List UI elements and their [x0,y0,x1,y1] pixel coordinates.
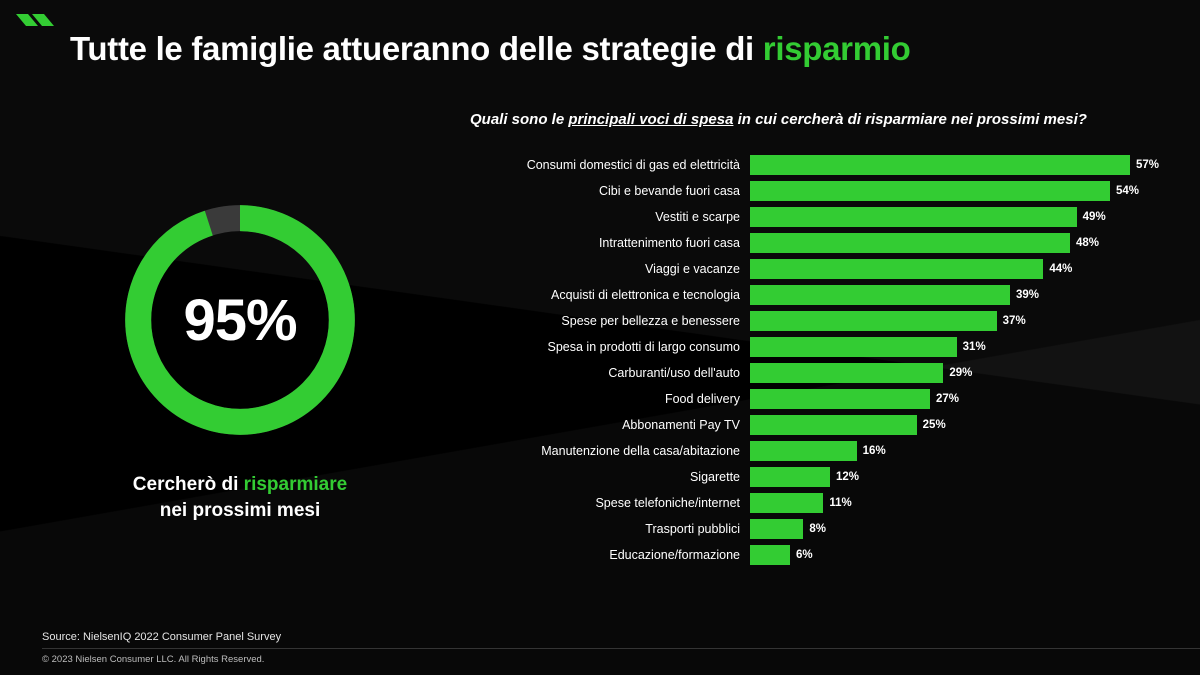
bar-chart: Consumi domestici di gas ed elettricitàC… [470,152,1170,568]
bar-value: 49% [1083,207,1106,227]
bar-value: 31% [963,337,986,357]
bar: 31% [750,337,957,357]
bar-value: 16% [863,441,886,461]
copyright-text: © 2023 Nielsen Consumer LLC. All Rights … [42,654,264,665]
bar: 39% [750,285,1010,305]
bar-value: 44% [1049,259,1072,279]
slide-title: Tutte le famiglie attueranno delle strat… [70,30,1140,68]
bar-value: 37% [1003,311,1026,331]
bar-label: Vestiti e scarpe [470,204,740,230]
donut-caption-line2: nei prossimi mesi [160,500,321,521]
bar-label: Intrattenimento fuori casa [470,230,740,256]
bar-label: Carburanti/uso dell'auto [470,360,740,386]
bar-value: 8% [809,519,826,539]
bar: 49% [750,207,1077,227]
bar-label: Spese per bellezza e benessere [470,308,740,334]
bar-value: 57% [1136,155,1159,175]
bar: 29% [750,363,943,383]
donut-value: 95% [110,190,370,450]
bar-value: 29% [949,363,972,383]
bar-value: 54% [1116,181,1139,201]
bar-label: Acquisti di elettronica e tecnologia [470,282,740,308]
question-prefix: Quali sono le [470,111,568,128]
bar-label: Manutenzione della casa/abitazione [470,438,740,464]
bar: 12% [750,467,830,487]
bar-value: 48% [1076,233,1099,253]
title-prefix: Tutte le famiglie attueranno delle strat… [70,30,763,67]
bar-label: Spese telefoniche/internet [470,490,740,516]
bar-chart-section: Quali sono le principali voci di spesa i… [470,110,1170,568]
bar-label: Trasporti pubblici [470,516,740,542]
question-suffix: in cui cercherà di risparmiare nei pross… [733,111,1086,128]
bar: 57% [750,155,1130,175]
bar-label: Abbonamenti Pay TV [470,412,740,438]
donut-chart: 95% [110,190,370,450]
bar: 27% [750,389,930,409]
brand-logo [16,14,56,54]
bar: 54% [750,181,1110,201]
bar-label: Food delivery [470,386,740,412]
bar-value: 27% [936,389,959,409]
bar-value: 12% [836,467,859,487]
bar: 11% [750,493,823,513]
bar-value: 39% [1016,285,1039,305]
bar-canvas: 57%54%49%48%44%39%37%31%29%27%25%16%12%1… [750,152,1170,568]
bar: 37% [750,311,997,331]
bar-label: Sigarette [470,464,740,490]
source-text: Source: NielsenIQ 2022 Consumer Panel Su… [42,631,281,643]
bar-value: 11% [829,493,851,513]
donut-caption-prefix: Cercherò di [133,474,244,495]
question-underlined: principali voci di spesa [568,111,733,128]
bar: 16% [750,441,857,461]
bar: 8% [750,519,803,539]
title-accent: risparmio [763,30,911,67]
bar-label: Viaggi e vacanze [470,256,740,282]
bar: 25% [750,415,917,435]
donut-caption: Cercherò di risparmiare nei prossimi mes… [60,472,420,523]
donut-section: 95% Cercherò di risparmiare nei prossimi… [60,150,420,523]
bar-labels: Consumi domestici di gas ed elettricitàC… [470,152,750,568]
bar: 44% [750,259,1043,279]
bar-value: 6% [796,545,813,565]
bar-label: Educazione/formazione [470,542,740,568]
bar: 6% [750,545,790,565]
chart-question: Quali sono le principali voci di spesa i… [470,110,1170,130]
donut-caption-accent: risparmiare [244,474,348,495]
bar: 48% [750,233,1070,253]
bar-label: Cibi e bevande fuori casa [470,178,740,204]
bar-label: Spesa in prodotti di largo consumo [470,334,740,360]
bar-label: Consumi domestici di gas ed elettricità [470,152,740,178]
bar-value: 25% [923,415,946,435]
